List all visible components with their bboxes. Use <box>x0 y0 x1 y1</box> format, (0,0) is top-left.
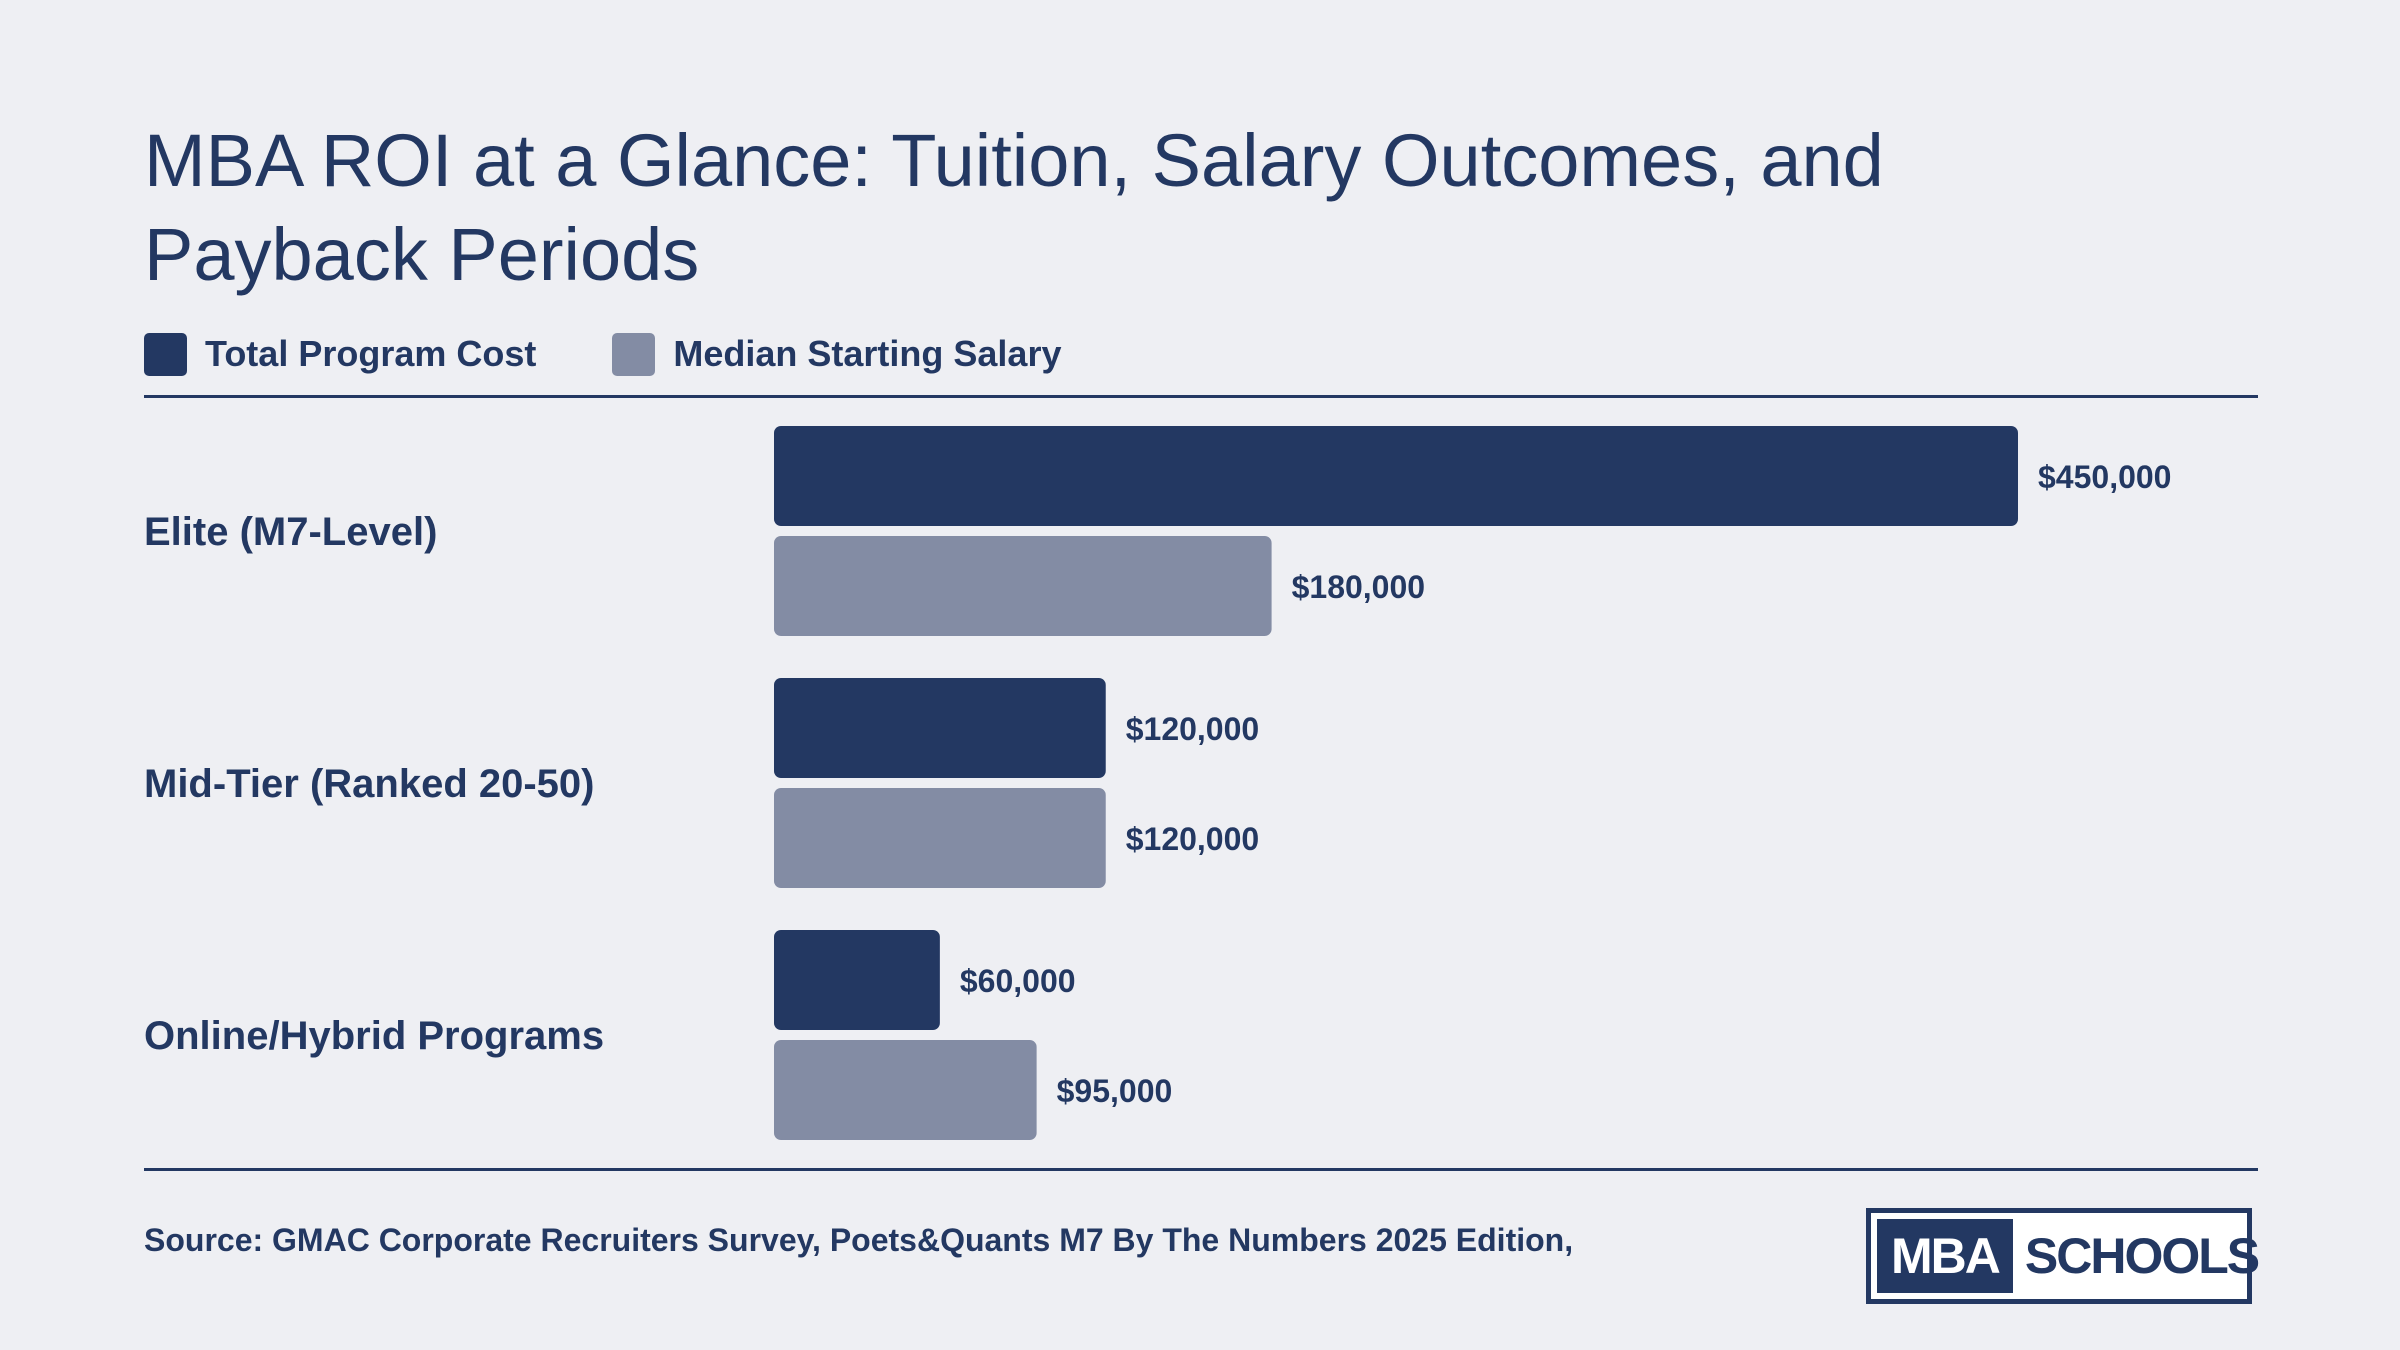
legend-swatch-cost <box>144 332 187 376</box>
legend-item-cost: Total Program Cost <box>144 332 537 376</box>
mba-schools-logo: MBA SCHOOLS <box>1866 1208 2260 1304</box>
logo-mba-text: MBA <box>1877 1219 2013 1293</box>
legend-swatch-salary <box>612 332 656 376</box>
legend-item-salary: Median Starting Salary <box>612 332 1062 376</box>
bar-value-label: $450,000 <box>2038 459 2171 495</box>
chart-title: MBA ROI at a Glance: Tuition, Salary Out… <box>144 119 1884 296</box>
legend-label-salary: Median Starting Salary <box>673 333 1062 374</box>
bar-value-label: $120,000 <box>1126 821 1259 857</box>
legend: Total Program Cost Median Starting Salar… <box>144 330 1137 378</box>
bar-program-cost <box>774 426 2018 526</box>
bar-starting-salary <box>774 536 1272 636</box>
top-divider <box>144 395 2258 398</box>
source-note: Source: GMAC Corporate Recruiters Survey… <box>144 1222 1574 1258</box>
category-label: Mid-Tier (Ranked 20-50) <box>144 762 595 806</box>
category-label: Online/Hybrid Programs <box>144 1014 604 1058</box>
bar-value-label: $120,000 <box>1126 711 1259 747</box>
bar-program-cost <box>774 678 1106 778</box>
bar-starting-salary <box>774 1040 1037 1140</box>
bar-value-label: $95,000 <box>1057 1073 1173 1109</box>
bar-value-label: $60,000 <box>960 963 1076 999</box>
bar-program-cost <box>774 930 940 1030</box>
bar-starting-salary <box>774 788 1106 888</box>
bottom-divider <box>144 1168 2258 1171</box>
legend-label-cost: Total Program Cost <box>205 333 537 374</box>
category-label: Elite (M7-Level) <box>144 510 437 554</box>
logo-schools-text: SCHOOLS <box>2024 1228 2260 1284</box>
bar-value-label: $180,000 <box>1292 569 1425 605</box>
